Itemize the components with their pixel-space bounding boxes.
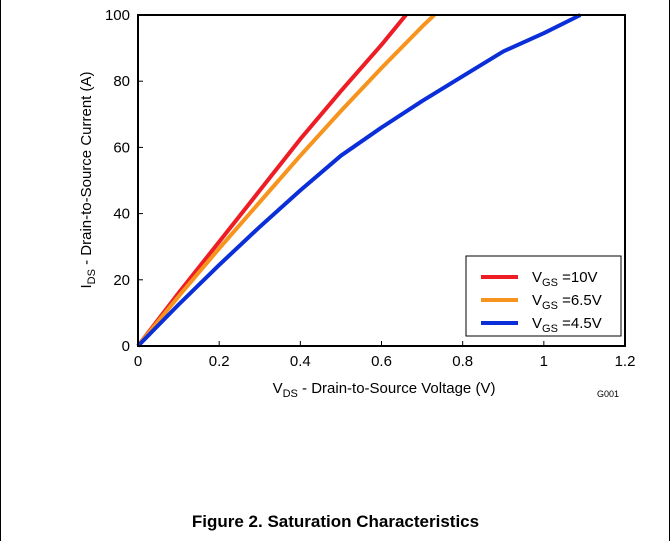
x-tick-label: 0.2 [209,353,230,370]
y-tick-label: 0 [122,338,130,355]
y-tick-label: 40 [113,206,130,223]
y-tick-label: 20 [113,272,130,289]
x-tick-label: 1 [540,353,548,370]
figure-code-label: G001 [597,389,619,399]
legend-label-0: VGS =10V [532,269,598,289]
x-axis-title: VDS - Drain-to-Source Voltage (V) [273,380,496,400]
series-line-1 [136,13,436,348]
series-line-0 [136,13,408,348]
x-tick-label: 0.8 [452,353,473,370]
axis-ticks: 0 0.2 0.4 0.6 0.8 1 1.2 0 20 40 60 80 100 [105,7,635,370]
figure-caption: Figure 2. Saturation Characteristics [191,512,480,531]
y-tick-label: 80 [113,73,130,90]
legend: VGS =10V VGS =6.5V VGS =4.5V [465,255,622,337]
plot-lines [136,13,582,348]
y-tick-label: 60 [113,139,130,156]
series-line-2 [136,13,582,348]
x-tick-label: 0.6 [371,353,392,370]
x-tick-label: 0 [134,353,142,370]
x-tick-label: 0.4 [290,353,311,370]
y-tick-label: 100 [105,7,130,24]
y-axis-title: IDS - Drain-to-Source Current (A) [78,71,98,288]
x-tick-label: 1.2 [615,353,636,370]
legend-label-2: VGS =4.5V [532,315,602,335]
legend-label-1: VGS =6.5V [532,292,602,312]
